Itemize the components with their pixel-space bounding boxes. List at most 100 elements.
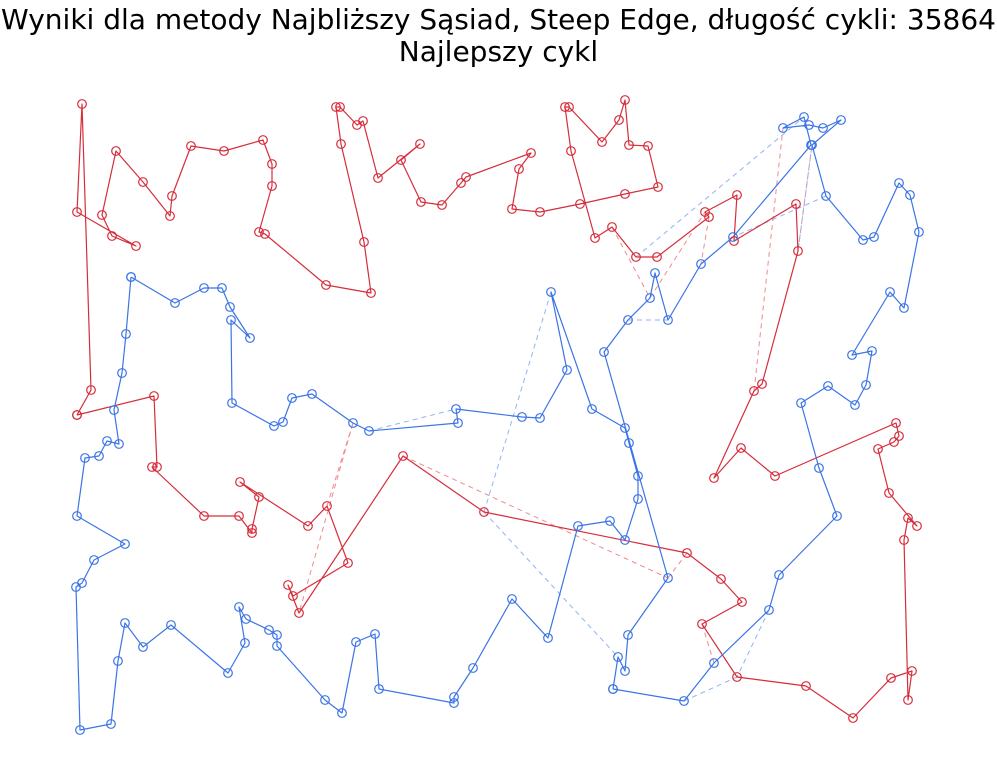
blue-vertex <box>696 259 706 269</box>
red-vertex <box>757 379 767 389</box>
red-vertex <box>167 191 177 201</box>
blue-vertex <box>543 633 553 643</box>
blue-vertex <box>587 404 597 414</box>
blue-vertex <box>370 629 380 639</box>
blue-vertex <box>199 283 209 293</box>
red-vertex <box>235 477 245 487</box>
red-vertex <box>770 471 780 481</box>
red-vertex <box>899 535 909 545</box>
blue-vertex <box>272 641 282 651</box>
blue-vertex <box>885 287 895 297</box>
blue-vertex <box>120 539 130 549</box>
red-vertex <box>737 597 747 607</box>
chart-title: Wyniki dla metody Najbliższy Sąsiad, Ste… <box>1 3 996 36</box>
red-vertex <box>186 141 196 151</box>
blue-vertex <box>245 333 255 343</box>
red-vertex <box>564 102 574 112</box>
blue-vertex <box>807 140 817 150</box>
red-vertex <box>793 246 803 256</box>
red-vertex <box>479 507 489 517</box>
blue-vertex <box>796 398 806 408</box>
blue-vertex <box>821 191 831 201</box>
blue-vertex <box>72 511 82 521</box>
red-vertex <box>643 141 653 151</box>
blue-vertex <box>861 380 871 390</box>
blue-vertex <box>278 417 288 427</box>
red-vertex <box>903 695 913 705</box>
red-vertex <box>682 548 692 558</box>
blue-vertex <box>166 620 176 630</box>
blue-vertex <box>451 404 461 414</box>
blue-vertex <box>663 573 673 583</box>
blue-vertex <box>102 436 112 446</box>
red-vertex <box>258 135 268 145</box>
red-dashed-edge <box>298 422 354 614</box>
blue-vertex <box>320 695 330 705</box>
blue-vertex <box>453 418 463 428</box>
blue-vertex <box>517 412 527 422</box>
red-vertex <box>335 102 345 112</box>
blue-vertex <box>832 511 842 521</box>
blue-vertex <box>113 656 123 666</box>
blue-vertex <box>562 365 572 375</box>
red-vertex <box>749 386 759 396</box>
blue-vertex <box>774 570 784 580</box>
red-vertex <box>437 200 447 210</box>
red-vertex <box>461 172 471 182</box>
blue-vertex <box>836 115 846 125</box>
red-vertex <box>165 211 175 221</box>
blue-vertex <box>170 298 180 308</box>
red-vertex <box>912 521 922 531</box>
red-vertex <box>336 139 346 149</box>
red-vertex <box>219 146 229 156</box>
blue-vertex <box>546 287 556 297</box>
blue-vertex <box>914 227 924 237</box>
red-vertex <box>131 241 141 251</box>
blue-vertex <box>240 638 250 648</box>
red-vertex <box>848 713 858 723</box>
blue-vertex <box>573 521 583 531</box>
red-vertex <box>152 462 162 472</box>
blue-dashed-edge <box>635 116 805 258</box>
red-vertex <box>620 95 630 105</box>
red-vertex <box>77 99 87 109</box>
red-vertex <box>560 102 570 112</box>
red-vertex <box>624 140 634 150</box>
blue-vertex <box>80 453 90 463</box>
red-dashed-edge <box>326 422 354 507</box>
blue-vertex <box>605 516 615 526</box>
red-dashed-edge <box>402 455 669 579</box>
red-vertex <box>697 619 707 629</box>
red-vertex <box>97 210 107 220</box>
blue-vertex <box>106 719 116 729</box>
blue-vertex <box>223 668 233 678</box>
red-vertex <box>903 513 913 523</box>
red-vertex <box>716 574 726 584</box>
red-vertex <box>652 252 662 262</box>
blue-vertex <box>778 123 788 133</box>
red-vertex <box>597 137 607 147</box>
blue-vertex <box>818 123 828 133</box>
blue-vertex <box>287 393 297 403</box>
red-vertex <box>791 199 801 209</box>
red-vertex <box>234 511 244 521</box>
red-vertex <box>138 177 148 187</box>
red-vertex <box>343 558 353 568</box>
red-vertex <box>566 146 576 156</box>
blue-vertex <box>899 303 909 313</box>
blue-vertex <box>633 494 643 504</box>
blue-dashed-edge <box>483 291 552 513</box>
red-vertex <box>736 443 746 453</box>
blue-vertex <box>620 423 630 433</box>
blue-vertex <box>449 692 459 702</box>
red-vertex <box>321 280 331 290</box>
red-vertex <box>254 227 264 237</box>
red-vertex <box>884 488 894 498</box>
chart-subtitle: Najlepszy cykl <box>398 35 599 68</box>
blue-vertex <box>728 232 738 242</box>
red-vertex <box>260 229 270 239</box>
blue-vertex <box>120 618 130 628</box>
blue-vertex <box>623 315 633 325</box>
blue-vertex <box>109 405 119 415</box>
